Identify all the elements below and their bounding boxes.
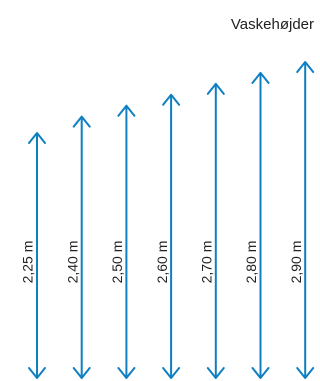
arrow-head-down-icon <box>28 367 46 379</box>
arrow-height-label: 2,90 m <box>288 241 304 284</box>
arrow-head-up-icon <box>296 61 315 73</box>
height-arrow: 2,50 m <box>109 104 136 379</box>
arrow-head-down-icon <box>206 367 225 379</box>
arrow-head-up-icon <box>72 115 91 128</box>
arrow-height-label: 2,80 m <box>243 241 259 284</box>
arrow-head-up-icon <box>28 132 46 144</box>
arrow-height-label: 2,50 m <box>109 241 125 284</box>
arrow-head-down-icon <box>296 367 315 379</box>
arrow-head-up-icon <box>251 71 270 84</box>
arrow-head-down-icon <box>251 367 270 379</box>
arrow-head-up-icon <box>117 104 136 117</box>
arrow-head-down-icon <box>162 367 181 379</box>
diagram-title: Vaskehøjder <box>230 16 314 33</box>
arrow-height-label: 2,40 m <box>64 241 80 284</box>
arrow-height-label: 2,25 m <box>20 241 36 284</box>
arrow-height-label: 2,70 m <box>199 241 215 284</box>
height-arrow: 2,40 m <box>64 115 91 379</box>
arrow-height-label: 2,60 m <box>154 241 170 284</box>
arrow-head-down-icon <box>72 367 91 379</box>
height-arrow: 2,80 m <box>243 71 270 379</box>
arrow-head-up-icon <box>206 82 225 95</box>
height-arrow: 2,25 m <box>20 132 46 379</box>
arrow-head-up-icon <box>162 93 181 106</box>
height-arrow: 2,60 m <box>154 93 181 379</box>
height-arrow: 2,70 m <box>199 82 225 379</box>
arrow-head-down-icon <box>117 367 136 379</box>
height-arrow: 2,90 m <box>288 61 315 379</box>
